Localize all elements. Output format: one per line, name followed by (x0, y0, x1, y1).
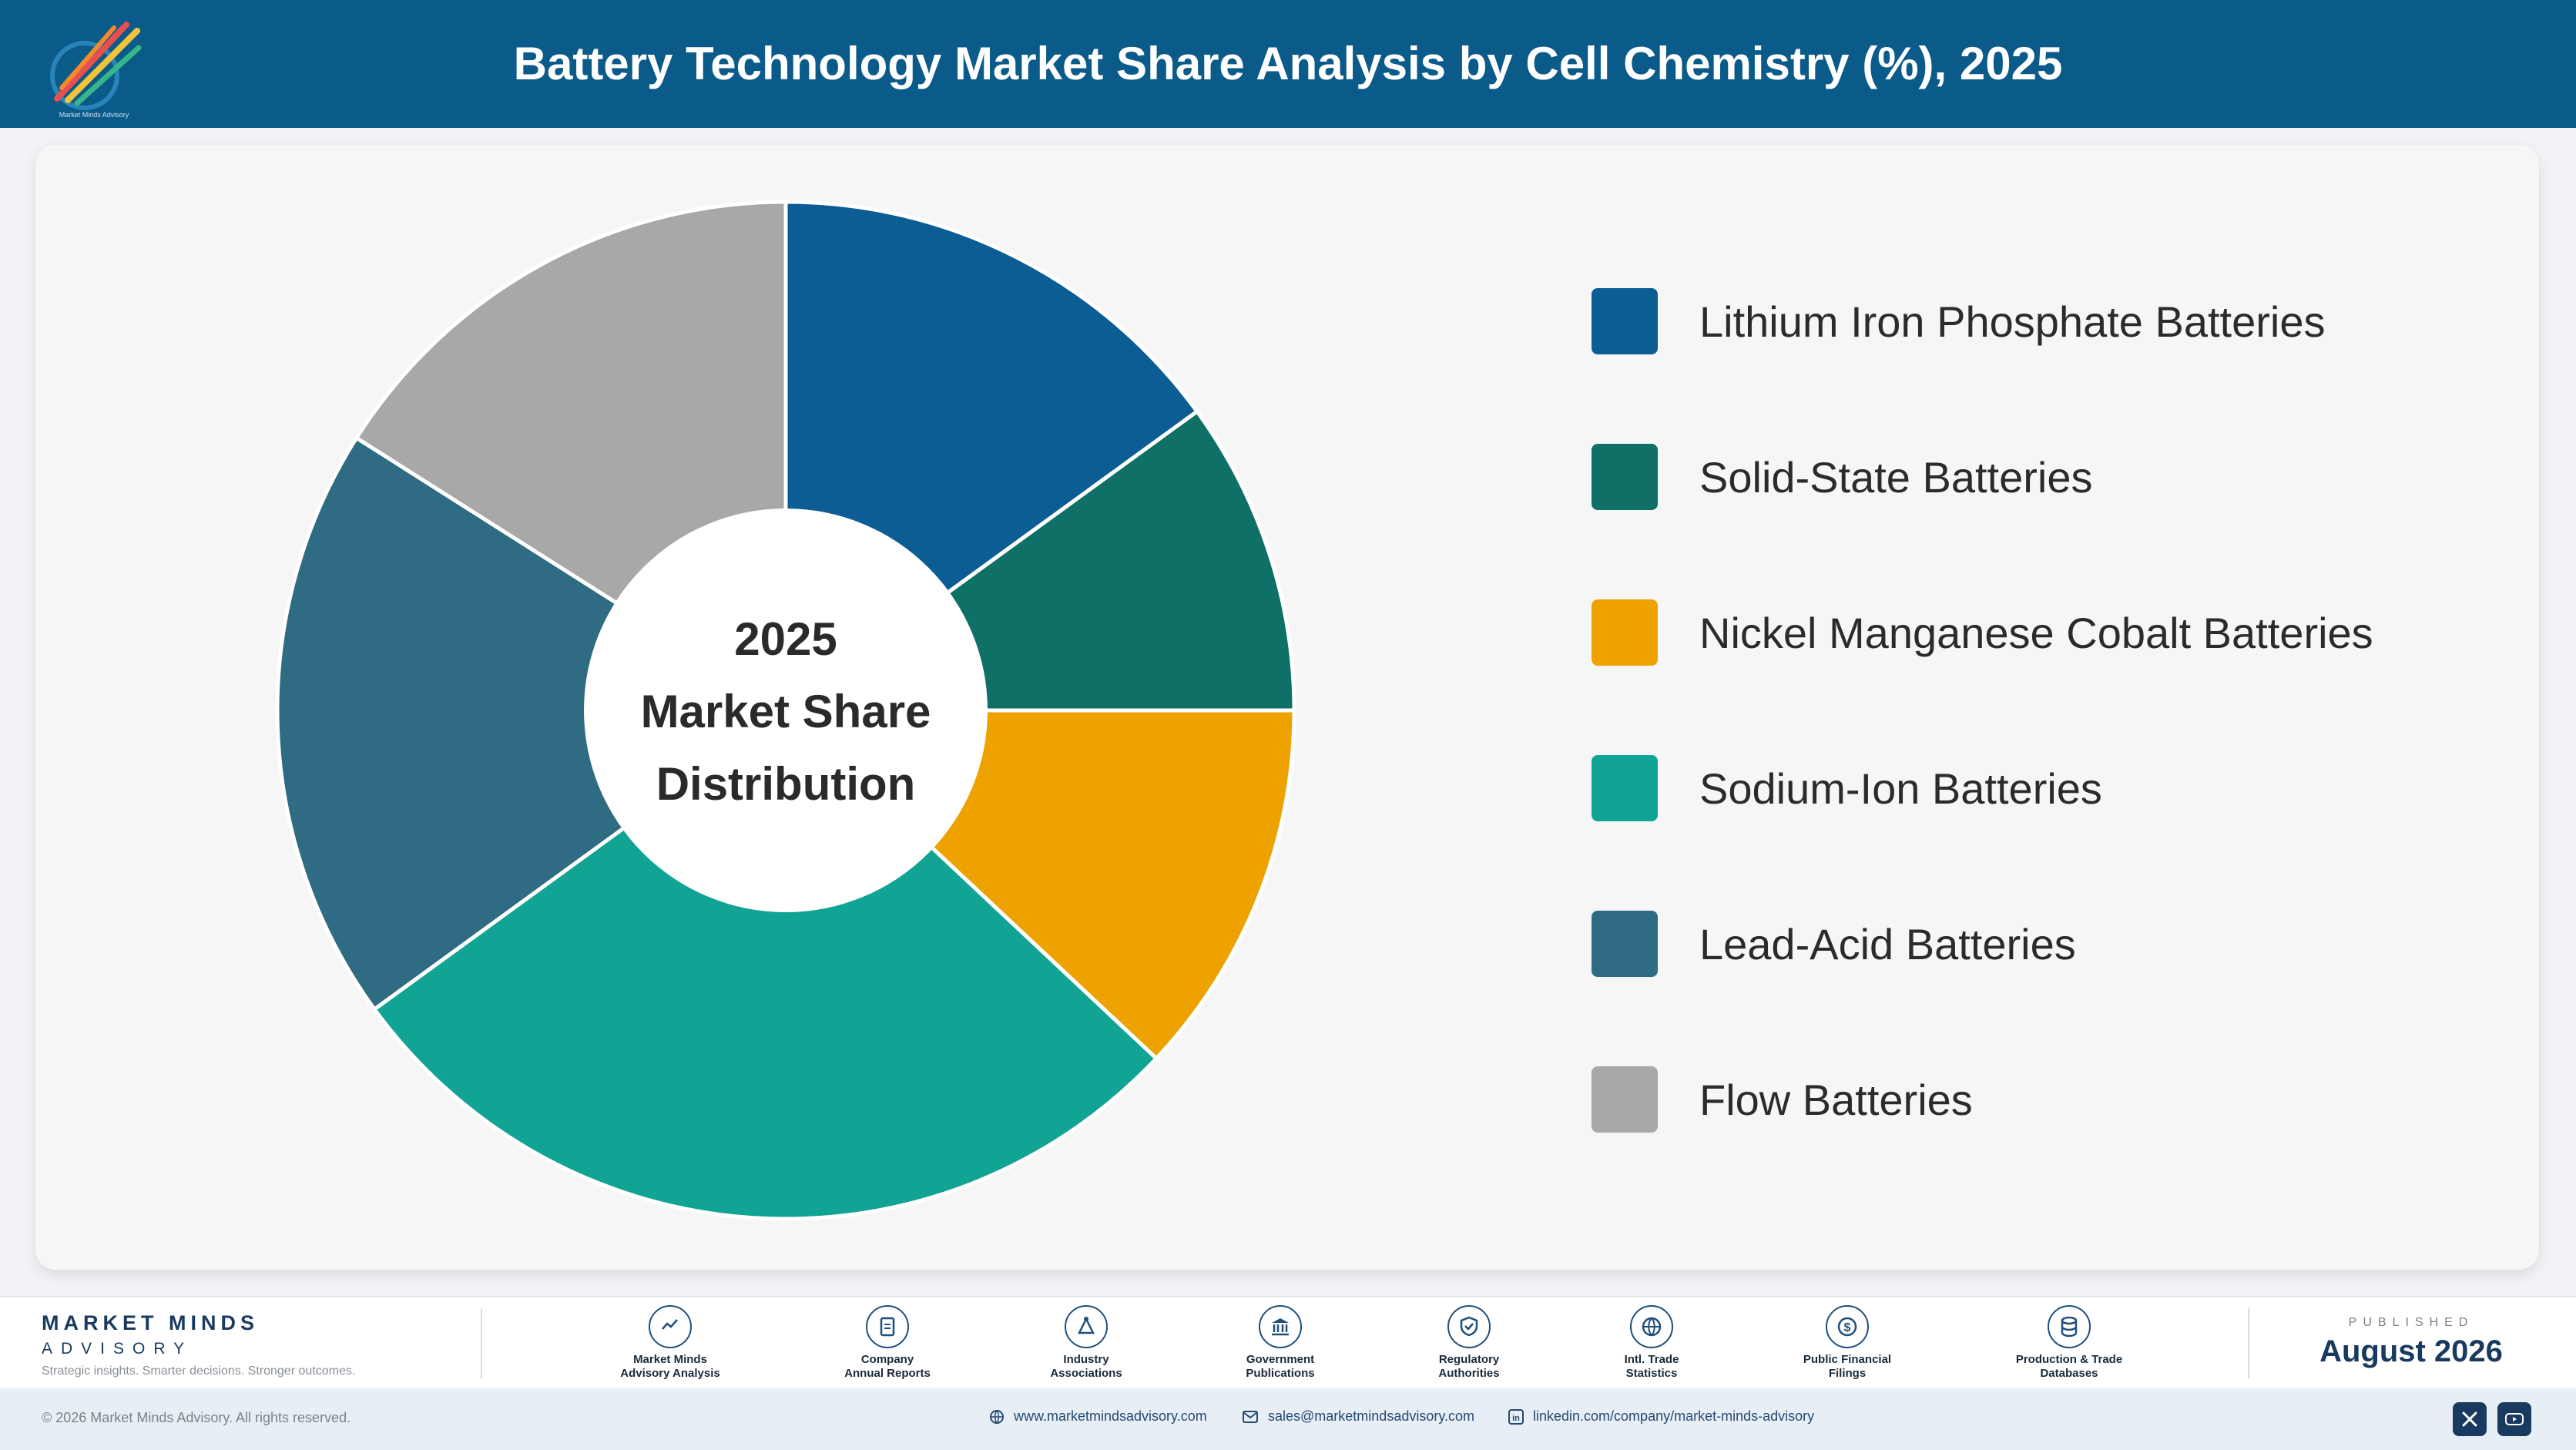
source-item: Regulatory Authorities (1377, 1305, 1561, 1381)
center-label-line-1: 2025 (734, 613, 837, 665)
legend-label: Flow Batteries (1699, 1075, 1973, 1124)
chart-card: 2025 Market Share Distribution Lithium Iro… (35, 145, 2539, 1270)
website-link[interactable]: www.marketmindsadvisory.com (989, 1408, 1207, 1425)
published-block: PUBLISHED August 2026 (2280, 1316, 2542, 1369)
source-label: Regulatory Authorities (1438, 1353, 1500, 1380)
globe-icon (990, 1409, 1004, 1424)
legend-item: Nickel Manganese Cobalt Batteries (1592, 599, 2373, 666)
svg-text:in: in (1512, 1414, 1520, 1423)
brand-subtitle: ADVISORY (42, 1340, 193, 1358)
legend-item: Solid-State Batteries (1592, 444, 2092, 510)
legend-swatch (1592, 911, 1658, 977)
email-link[interactable]: sales@marketmindsadvisory.com (1242, 1408, 1474, 1425)
linkedin-icon: in (1508, 1408, 1524, 1425)
bottom-strip: © 2026 Market Minds Advisory. All rights… (0, 1388, 2576, 1450)
youtube-icon (2505, 1413, 2524, 1425)
published-date: August 2026 (2319, 1334, 2503, 1368)
source-item: Production & Trade Databases (1977, 1305, 2162, 1381)
source-item: Intl. Trade Statistics (1559, 1305, 1744, 1381)
source-item: $ Public Financial Filings (1755, 1305, 1940, 1381)
legend-label: Lead-Acid Batteries (1699, 919, 2076, 968)
donut-hole (584, 509, 988, 912)
legend-item: Lithium Iron Phosphate Batteries (1592, 288, 2325, 354)
chart-legend: Lithium Iron Phosphate Batteries Solid-St… (1592, 145, 2516, 1270)
copyright-text: © 2026 Market Minds Advisory. All rights… (42, 1410, 351, 1425)
source-list: Market Minds Advisory Analysis Company Annu… (539, 1305, 2234, 1386)
legend-swatch (1592, 755, 1658, 821)
legend-label: Solid-State Batteries (1699, 452, 2093, 502)
donut-chart: 2025 Market Share Distribution (275, 200, 1296, 1221)
source-item: Company Annual Reports (795, 1305, 980, 1381)
footer-bar: MARKET MINDS ADVISORY Strategic insights… (0, 1296, 2576, 1388)
source-label: Public Financial Filings (1803, 1353, 1892, 1380)
page-title: Battery Technology Market Share Analysis… (513, 38, 2063, 89)
shield-icon (1447, 1305, 1491, 1348)
legend-swatch (1592, 288, 1658, 354)
svg-text:Market Minds Advisory: Market Minds Advisory (59, 111, 129, 119)
email-text: sales@marketmindsadvisory.com (1268, 1408, 1475, 1424)
brand-tagline: Strategic insights. Smarter decisions. S… (42, 1364, 356, 1378)
legend-label: Sodium-Ion Batteries (1699, 764, 2102, 813)
legend-label: Nickel Manganese Cobalt Batteries (1699, 608, 2373, 657)
legend-swatch (1592, 1066, 1658, 1133)
center-label-line-3: Distribution (656, 758, 916, 810)
company-logo: Market Minds Advisory (50, 22, 142, 119)
footer-divider (481, 1308, 482, 1379)
footer-divider (2248, 1308, 2249, 1379)
youtube-social-button[interactable] (2497, 1402, 2531, 1436)
legend-item: Flow Batteries (1592, 1066, 1973, 1133)
source-item: Market Minds Advisory Analysis (578, 1305, 763, 1381)
published-label: PUBLISHED (2348, 1316, 2474, 1329)
database-icon (2048, 1305, 2091, 1348)
source-label: Industry Associations (1050, 1353, 1122, 1380)
pie-slice-4 (372, 708, 1159, 1221)
legend-swatch (1592, 444, 1658, 510)
source-item: Industry Associations (994, 1305, 1179, 1381)
source-label: Government Publications (1246, 1353, 1315, 1380)
x-icon (2462, 1411, 2477, 1427)
header-bar: Market Minds Advisory Battery Technology… (0, 0, 2576, 128)
svg-text:$: $ (1844, 1321, 1851, 1334)
linkedin-text: linkedin.com/company/market-minds-adviso… (1533, 1408, 1815, 1424)
linkedin-link[interactable]: in linkedin.com/company/market-minds-adv… (1508, 1408, 1814, 1425)
source-label: Market Minds Advisory Analysis (620, 1353, 720, 1380)
mail-icon (1243, 1410, 1258, 1423)
legend-swatch (1592, 599, 1658, 666)
brand-block: MARKET MINDS ADVISORY Strategic insights… (42, 1311, 355, 1378)
document-icon (866, 1305, 909, 1348)
x-social-button[interactable] (2453, 1402, 2487, 1436)
pie-slice-5 (275, 435, 788, 1012)
building-icon (1259, 1305, 1302, 1348)
brand-name: MARKET MINDS (42, 1311, 259, 1334)
center-label-line-2: Market Share (641, 686, 931, 737)
source-label: Company Annual Reports (844, 1353, 931, 1380)
source-item: Government Publications (1188, 1305, 1373, 1381)
legend-item: Lead-Acid Batteries (1592, 911, 2076, 977)
source-label: Production & Trade Databases (2015, 1353, 2123, 1380)
network-icon (1065, 1305, 1108, 1348)
chart-line-icon (649, 1305, 692, 1348)
legend-label: Lithium Iron Phosphate Batteries (1699, 297, 2326, 346)
source-label: Intl. Trade Statistics (1624, 1353, 1679, 1380)
website-text: www.marketmindsadvisory.com (1014, 1408, 1207, 1424)
dollar-icon: $ (1826, 1305, 1869, 1348)
globe-icon (1630, 1305, 1673, 1348)
legend-item: Sodium-Ion Batteries (1592, 755, 2102, 821)
